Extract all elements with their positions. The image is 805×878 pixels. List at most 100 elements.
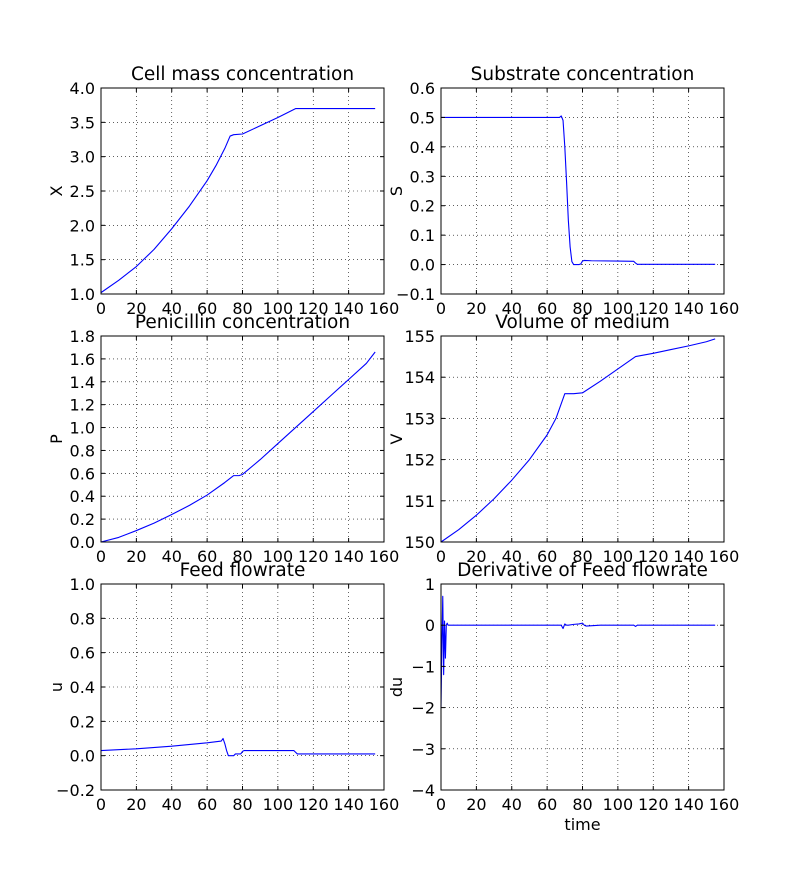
x-tick-label: 160 xyxy=(709,299,740,318)
y-tick-label: 0.0 xyxy=(410,256,435,275)
x-tick-label: 100 xyxy=(603,547,634,566)
ticks xyxy=(440,335,725,543)
ticks xyxy=(440,87,725,295)
subplot-6: 0 20 40 60 80 100 120 140 160 −4 −3 −2 −1 0 1 Derivativ… xyxy=(387,560,739,834)
x-tick-label: 0 xyxy=(96,299,106,318)
y-tick-label: 2.0 xyxy=(70,216,95,235)
y-tick-label: 0.4 xyxy=(70,678,95,697)
x-tick-label: 160 xyxy=(369,795,400,814)
x-tick-label: 100 xyxy=(603,795,634,814)
subplot-4: 0 20 40 60 80 100 120 140 160 150 151 152 153 154 155 V… xyxy=(387,312,739,566)
x-tick-label: 20 xyxy=(466,795,486,814)
y-axis-label: V xyxy=(387,433,406,444)
x-tick-label: 20 xyxy=(126,299,146,318)
y-tick-label: 1.2 xyxy=(70,396,95,415)
chart-title: Substrate concentration xyxy=(471,64,695,85)
x-tick-label: 20 xyxy=(466,547,486,566)
x-tick-label: 40 xyxy=(502,299,522,318)
x-tick-label: 0 xyxy=(436,795,446,814)
y-axis-label: du xyxy=(387,677,406,697)
series-line-1 xyxy=(100,737,376,757)
y-tick-label: 0.0 xyxy=(70,533,95,552)
x-tick-label: 40 xyxy=(162,299,182,318)
x-axis-label: time xyxy=(564,815,600,834)
y-tick-label: 151 xyxy=(404,492,435,511)
series-line-1 xyxy=(440,595,716,708)
y-tick-label: −0.2 xyxy=(56,781,95,800)
x-tick-label: 0 xyxy=(436,299,446,318)
y-tick-label: 4.0 xyxy=(70,79,95,98)
y-tick-label: 3.5 xyxy=(70,113,95,132)
x-tick-label: 20 xyxy=(466,299,486,318)
y-tick-label: 0.8 xyxy=(70,609,95,628)
chart-title: Derivative of Feed flowrate xyxy=(457,560,708,581)
x-tick-label: 100 xyxy=(603,299,634,318)
x-tick-label: 80 xyxy=(232,547,252,566)
y-tick-label: 1.0 xyxy=(70,285,95,304)
y-tick-label: 0.6 xyxy=(70,644,95,663)
y-tick-label: 0.6 xyxy=(70,464,95,483)
x-tick-label: 160 xyxy=(709,795,740,814)
chart-title: Volume of medium xyxy=(495,312,669,333)
x-tick-label: 140 xyxy=(673,795,704,814)
chart-title: Penicillin concentration xyxy=(135,312,350,333)
y-tick-label: 153 xyxy=(404,409,435,428)
y-tick-label: 0.4 xyxy=(410,138,435,157)
series-line-1 xyxy=(440,338,716,543)
y-tick-label: 154 xyxy=(404,368,435,387)
x-tick-label: 80 xyxy=(232,795,252,814)
x-tick-label: 80 xyxy=(572,795,592,814)
x-tick-label: 20 xyxy=(126,795,146,814)
y-tick-label: 1.6 xyxy=(70,350,95,369)
series-line-1 xyxy=(100,351,376,543)
y-tick-label: 0.4 xyxy=(70,487,95,506)
x-tick-label: 100 xyxy=(263,299,294,318)
x-tick-label: 140 xyxy=(333,795,364,814)
x-tick-label: 60 xyxy=(537,795,557,814)
y-axis-label: u xyxy=(47,682,66,692)
y-tick-label: 0.6 xyxy=(410,79,435,98)
y-tick-label: 1.0 xyxy=(70,419,95,438)
x-tick-label: 80 xyxy=(572,547,592,566)
y-tick-label: 0.2 xyxy=(70,510,95,529)
y-axis-label: P xyxy=(47,434,66,444)
ticks xyxy=(440,583,725,791)
y-tick-label: −1 xyxy=(411,657,435,676)
y-tick-label: 1 xyxy=(425,575,435,594)
y-tick-label: 3.0 xyxy=(70,148,95,167)
y-tick-label: 155 xyxy=(404,327,435,346)
series-line-1 xyxy=(100,108,376,294)
x-tick-label: 140 xyxy=(333,547,364,566)
y-tick-label: 0.8 xyxy=(70,441,95,460)
x-tick-label: 0 xyxy=(96,547,106,566)
y-tick-label: −2 xyxy=(411,699,435,718)
y-tick-label: 0.2 xyxy=(70,712,95,731)
y-tick-label: 0.2 xyxy=(410,197,435,216)
x-tick-label: 120 xyxy=(638,547,669,566)
y-tick-label: −4 xyxy=(411,781,435,800)
x-tick-label: 60 xyxy=(197,299,217,318)
y-tick-label: 1.4 xyxy=(70,373,95,392)
y-tick-label: 1.5 xyxy=(70,251,95,270)
y-tick-label: 1.8 xyxy=(70,327,95,346)
x-tick-label: 120 xyxy=(298,795,329,814)
y-tick-label: 0.3 xyxy=(410,167,435,186)
y-tick-label: 152 xyxy=(404,451,435,470)
x-tick-label: 160 xyxy=(369,299,400,318)
y-tick-label: −3 xyxy=(411,740,435,759)
x-tick-label: 60 xyxy=(537,299,557,318)
x-tick-label: 100 xyxy=(263,547,294,566)
y-tick-label: 2.5 xyxy=(70,182,95,201)
chart-title: Feed flowrate xyxy=(180,560,306,581)
chart-title: Cell mass concentration xyxy=(131,64,354,85)
x-tick-label: 40 xyxy=(502,795,522,814)
x-tick-label: 40 xyxy=(502,547,522,566)
x-tick-label: 120 xyxy=(298,299,329,318)
y-tick-label: 0.5 xyxy=(410,108,435,127)
x-tick-label: 0 xyxy=(436,547,446,566)
x-tick-label: 120 xyxy=(638,299,669,318)
x-tick-label: 60 xyxy=(197,547,217,566)
y-tick-label: 1.0 xyxy=(70,575,95,594)
ticks xyxy=(100,335,385,543)
x-tick-label: 80 xyxy=(572,299,592,318)
